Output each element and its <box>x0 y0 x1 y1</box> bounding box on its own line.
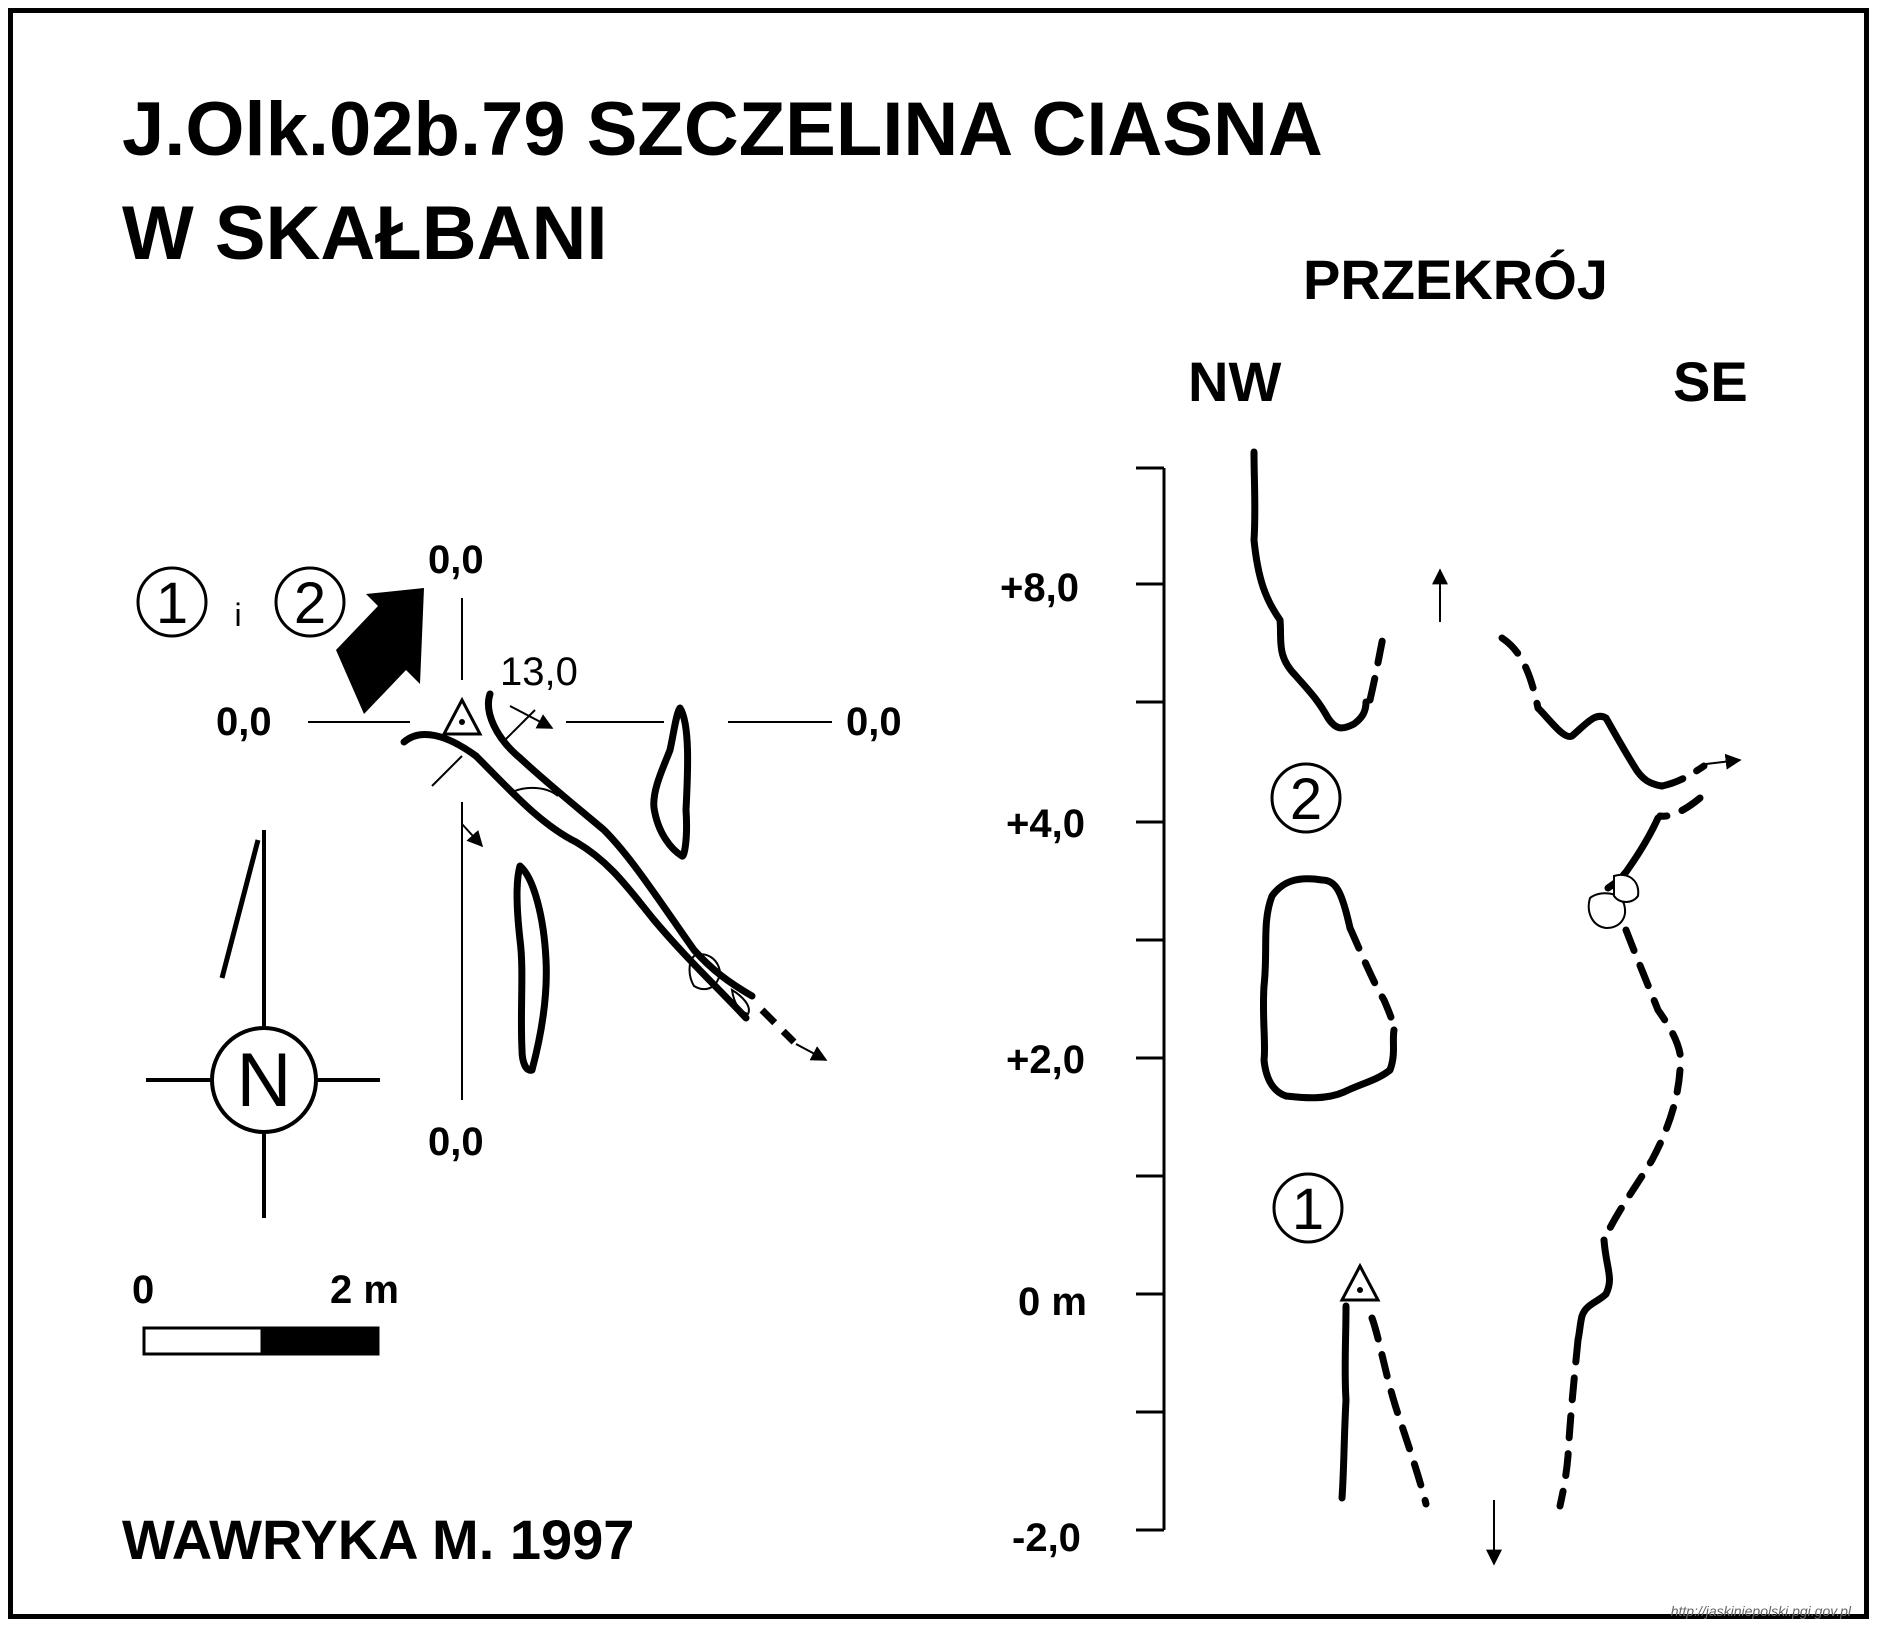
plan-axis-label-left: 0,0 <box>216 700 272 744</box>
section-direction-arrows <box>1432 568 1742 1566</box>
plan-passage-arrow <box>795 1043 828 1061</box>
height-label-2: +2,0 <box>1006 1038 1085 1082</box>
entrance-conjunction: i <box>234 597 241 633</box>
survey-station <box>441 696 483 736</box>
section-survey-station <box>1339 1262 1381 1302</box>
cave-title-line2: W SKAŁBANI <box>122 191 608 276</box>
plan-axis-label-top: 0,0 <box>428 538 484 582</box>
entrance-marker-1: 1 <box>136 566 208 638</box>
svg-text:1: 1 <box>1292 1177 1324 1242</box>
map-frame <box>8 8 1869 1619</box>
plan-axis-label-right: 0,0 <box>846 700 902 744</box>
entrance-marker-2: 2 <box>274 566 346 638</box>
section-line-markers <box>431 705 554 848</box>
cave-title: J.Olk.02b.79 SZCZELINA CIASNA <box>122 87 1323 172</box>
entrance-arrow <box>336 588 424 714</box>
level-marker-1: 1 <box>1272 1172 1344 1244</box>
section-length-label: 13,0 <box>500 650 578 694</box>
section-title: PRZEKRÓJ <box>1303 248 1608 311</box>
svg-text:2: 2 <box>1290 767 1322 832</box>
section-rock-blocks <box>1587 874 1640 930</box>
plan-axis-label-bottom: 0,0 <box>428 1120 484 1164</box>
section-dashed-walls <box>1346 628 1708 1510</box>
scale-end-label: 2 m <box>330 1268 399 1312</box>
nw-direction-label: NW <box>1188 350 1282 413</box>
north-arrow-icon <box>146 830 380 1218</box>
source-url: http://jaskiniepolski.pgi.gov.pl <box>1670 1603 1851 1619</box>
plan-cave-outline <box>400 690 756 1074</box>
height-axis <box>1136 466 1166 1532</box>
se-direction-label: SE <box>1673 350 1748 413</box>
section-solid-walls <box>1250 448 1666 1502</box>
scale-bar <box>142 1326 380 1356</box>
svg-text:2: 2 <box>294 571 326 636</box>
height-label-4: +4,0 <box>1006 802 1085 846</box>
svg-text:1: 1 <box>156 571 188 636</box>
scale-start-label: 0 <box>132 1268 155 1312</box>
plan-rock-blocks <box>511 786 750 1016</box>
plan-passage-continuation <box>759 1007 797 1045</box>
level-marker-2: 2 <box>1270 762 1342 834</box>
author-credit: WAWRYKA M. 1997 <box>122 1508 635 1571</box>
plan-axes <box>308 598 832 1100</box>
height-label-8: +8,0 <box>1000 566 1079 610</box>
height-label-minus2: -2,0 <box>1012 1516 1081 1560</box>
north-label: N <box>237 1038 292 1123</box>
height-label-0: 0 m <box>1018 1280 1087 1324</box>
